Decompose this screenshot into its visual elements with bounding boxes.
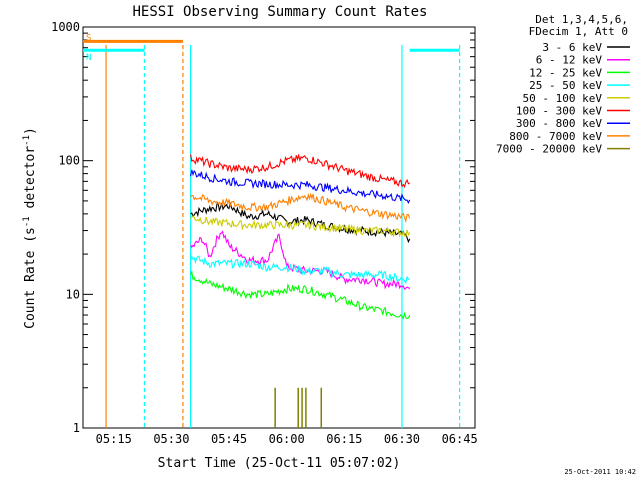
series-lines bbox=[190, 153, 411, 428]
y-axis-label: Count Rate (s-1 detector-1) bbox=[22, 127, 38, 329]
legend-label: 100 - 300 keV bbox=[516, 105, 602, 118]
status-bar-label: N bbox=[86, 53, 91, 63]
x-tick-label: 06:15 bbox=[326, 432, 362, 446]
footer-timestamp: 25-Oct-2011 10:42 bbox=[564, 468, 636, 476]
series-line bbox=[190, 230, 411, 290]
series-line bbox=[190, 153, 410, 189]
y-tick-label: 10 bbox=[66, 287, 80, 301]
x-tick-label: 06:30 bbox=[384, 432, 420, 446]
x-tick-label: 05:30 bbox=[153, 432, 189, 446]
x-axis-label: Start Time (25-Oct-11 05:07:02) bbox=[158, 456, 401, 471]
x-tick-label: 05:45 bbox=[211, 432, 247, 446]
y-tick-label: 100 bbox=[58, 154, 80, 168]
legend: Det 1,3,4,5,6,FDecim 1, Att 0 3 - 6 keV6 … bbox=[496, 13, 630, 156]
y-axis-label-end: ) bbox=[23, 127, 38, 135]
legend-label: 6 - 12 keV bbox=[536, 54, 603, 67]
chart-title: HESSI Observing Summary Count Rates bbox=[132, 4, 427, 20]
series-line bbox=[190, 215, 411, 238]
series-line bbox=[190, 255, 410, 285]
x-tick-label: 06:45 bbox=[442, 432, 478, 446]
status-bar-label: S bbox=[86, 33, 91, 43]
y-tick-label: 1 bbox=[73, 421, 80, 435]
series-line bbox=[190, 169, 411, 204]
y-axis-label-main: Count Rate (s bbox=[23, 227, 38, 329]
series-line bbox=[190, 192, 411, 224]
y-axis: 1 10 100 1000 bbox=[51, 20, 475, 435]
x-tick-label: 06:00 bbox=[269, 432, 305, 446]
y-tick-label: 1000 bbox=[51, 20, 80, 34]
legend-label: 800 - 7000 keV bbox=[509, 130, 602, 143]
legend-label: 25 - 50 keV bbox=[529, 79, 602, 92]
series-line bbox=[190, 269, 411, 320]
status-bars: SN bbox=[83, 33, 460, 63]
legend-header: FDecim 1, Att 0 bbox=[529, 25, 628, 38]
legend-header: Det 1,3,4,5,6, bbox=[535, 13, 628, 26]
legend-label: 3 - 6 keV bbox=[542, 41, 602, 54]
legend-label: 50 - 100 keV bbox=[523, 92, 603, 105]
plot-frame bbox=[82, 26, 476, 429]
y-axis-label-mid: detector bbox=[23, 146, 38, 217]
y-axis-label-sup2: -1 bbox=[22, 135, 32, 146]
legend-label: 7000 - 20000 keV bbox=[496, 143, 602, 156]
x-axis: 05:15 05:30 05:45 06:00 06:15 06:30 06:45 bbox=[96, 432, 478, 446]
x-tick-label: 05:15 bbox=[96, 432, 132, 446]
legend-label: 12 - 25 keV bbox=[529, 66, 602, 79]
y-axis-label-sup1: -1 bbox=[22, 216, 32, 227]
legend-label: 300 - 800 keV bbox=[516, 117, 602, 130]
